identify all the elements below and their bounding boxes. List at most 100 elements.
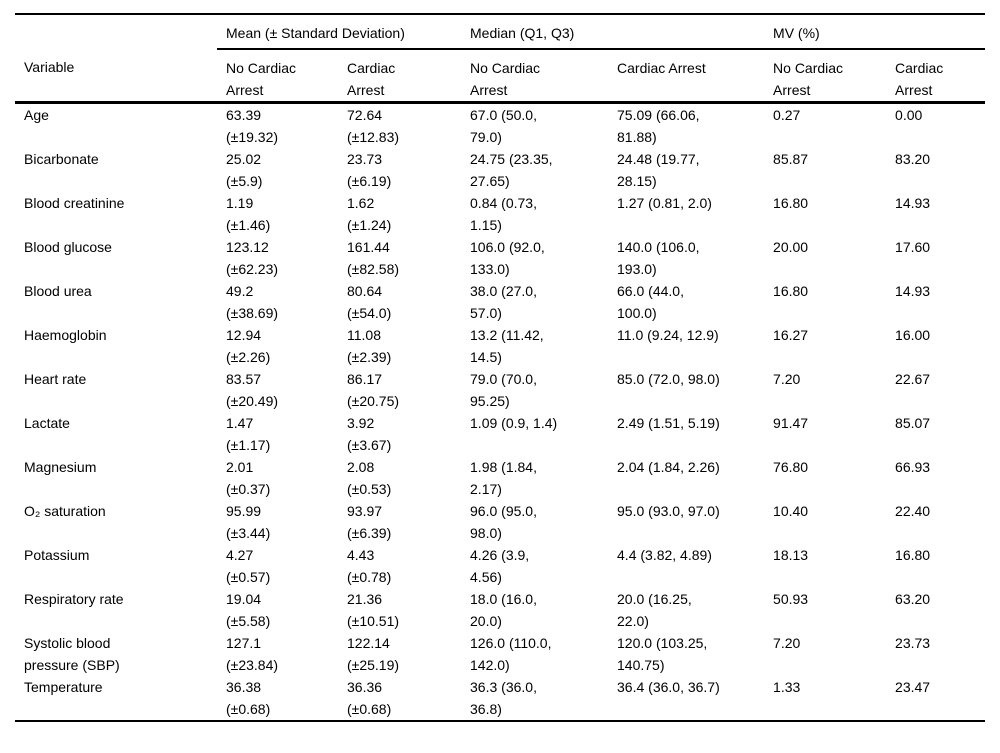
table-cell: 85.87	[773, 151, 809, 167]
clinical-variables-table: Mean (± Standard Deviation) Median (Q1, …	[15, 13, 986, 722]
table-cell: 10.40	[773, 503, 809, 519]
row-label: Blood glucose	[24, 239, 112, 255]
table-row-age: Age 63.39 (±19.32) 72.64 (±12.83) 67.0 (…	[15, 103, 985, 149]
table-cell: 106.0 (92.0, 133.0)	[470, 239, 545, 277]
table-cell: 16.80	[895, 547, 931, 563]
table-cell: 67.0 (50.0, 79.0)	[470, 107, 537, 145]
column-header-median-arrest: Cardiac Arrest	[608, 49, 765, 104]
column-header-mean-arrest: Cardiac Arrest	[338, 49, 462, 104]
table-cell: 140.0 (106.0, 193.0)	[617, 239, 700, 277]
table-cell: 38.0 (27.0, 57.0)	[470, 283, 537, 321]
table-cell: 1.27 (0.81, 2.0)	[617, 195, 712, 211]
table-cell: 17.60	[895, 239, 931, 255]
table-cell: 79.0 (70.0, 95.25)	[470, 371, 537, 409]
row-label: O₂ saturation	[24, 503, 106, 519]
table-cell: 19.04 (±5.58)	[226, 591, 271, 629]
table-cell: 22.67	[895, 371, 931, 387]
table-cell: 23.47	[895, 679, 931, 695]
table-cell: 86.17 (±20.75)	[347, 371, 400, 409]
group-header-mv: MV (%)	[764, 14, 986, 50]
column-header-mv-no-arrest: No Cardiac Arrest	[764, 49, 887, 104]
table-row-systolic-blood-pressure: Systolic blood pressure (SBP) 127.1 (±23…	[15, 632, 985, 676]
table-cell: 93.97 (±6.39)	[347, 503, 392, 541]
table-cell: 161.44 (±82.58)	[347, 239, 400, 277]
table-cell: 18.13	[773, 547, 809, 563]
table-cell: 4.27 (±0.57)	[226, 547, 271, 585]
row-label: Respiratory rate	[24, 591, 124, 607]
table-row-potassium: Potassium 4.27 (±0.57) 4.43 (±0.78) 4.26…	[15, 544, 985, 588]
table-cell: 23.73	[895, 635, 931, 651]
table-cell: 95.99 (±3.44)	[226, 503, 271, 541]
row-label: Age	[24, 107, 49, 123]
table-cell: 1.33	[773, 679, 801, 695]
table-cell: 1.62 (±1.24)	[347, 195, 392, 233]
table-cell: 7.20	[773, 371, 801, 387]
table-row-o2-saturation: O₂ saturation 95.99 (±3.44) 93.97 (±6.39…	[15, 500, 985, 544]
table-cell: 16.80	[773, 195, 809, 211]
table-cell: 16.27	[773, 327, 809, 343]
group-header-median: Median (Q1, Q3)	[461, 14, 765, 50]
table-cell: 85.0 (72.0, 98.0)	[617, 371, 720, 387]
column-header-median-no-arrest: No Cardiac Arrest	[461, 49, 609, 104]
table-cell: 36.3 (36.0, 36.8)	[470, 679, 537, 717]
table-cell: 72.64 (±12.83)	[347, 107, 400, 145]
table-cell: 123.12 (±62.23)	[226, 239, 279, 277]
table-row-blood-creatinine: Blood creatinine 1.19 (±1.46) 1.62 (±1.2…	[15, 192, 985, 236]
table-header: Mean (± Standard Deviation) Median (Q1, …	[15, 14, 986, 104]
table-cell: 3.92 (±3.67)	[347, 415, 392, 453]
row-label: Blood creatinine	[24, 195, 125, 211]
row-label: Haemoglobin	[24, 327, 107, 343]
table-cell: 1.09 (0.9, 1.4)	[470, 415, 558, 431]
table-cell: 22.40	[895, 503, 931, 519]
table-cell: 20.0 (16.25, 22.0)	[617, 591, 692, 629]
table-cell: 24.75 (23.35, 27.65)	[470, 151, 553, 189]
row-label: Temperature	[24, 679, 103, 695]
table-cell: 11.08 (±2.39)	[347, 327, 392, 365]
table-cell: 16.00	[895, 327, 931, 343]
table-row-heart-rate: Heart rate 83.57 (±20.49) 86.17 (±20.75)…	[15, 368, 985, 412]
table-cell: 36.36 (±0.68)	[347, 679, 392, 717]
table-cell: 4.4 (3.82, 4.89)	[617, 547, 712, 563]
table-cell: 4.26 (3.9, 4.56)	[470, 547, 530, 585]
row-label: Blood urea	[24, 283, 92, 299]
row-label: Potassium	[24, 547, 90, 563]
row-label: Heart rate	[24, 371, 87, 387]
table-cell: 91.47	[773, 415, 809, 431]
table-row-blood-urea: Blood urea 49.2 (±38.69) 80.64 (±54.0) 3…	[15, 280, 985, 324]
table-cell: 127.1 (±23.84)	[226, 635, 279, 673]
table-cell: 13.2 (11.42, 14.5)	[470, 327, 544, 365]
table-cell: 2.08 (±0.53)	[347, 459, 392, 497]
table-cell: 2.49 (1.51, 5.19)	[617, 415, 720, 431]
table-cell: 2.01 (±0.37)	[226, 459, 271, 497]
table-cell: 11.0 (9.24, 12.9)	[617, 327, 719, 343]
table-row-bicarbonate: Bicarbonate 25.02 (±5.9) 23.73 (±6.19) 2…	[15, 148, 985, 192]
sub-header-row: Variable No Cardiac Arrest Cardiac Arres…	[15, 49, 986, 104]
table-cell: 4.43 (±0.78)	[347, 547, 392, 585]
table-cell: 76.80	[773, 459, 809, 475]
table-body: Age 63.39 (±19.32) 72.64 (±12.83) 67.0 (…	[15, 103, 985, 722]
table-cell: 23.73 (±6.19)	[347, 151, 392, 189]
table-row-respiratory-rate: Respiratory rate 19.04 (±5.58) 21.36 (±1…	[15, 588, 985, 632]
table-cell: 83.57 (±20.49)	[226, 371, 279, 409]
table-cell: 20.00	[773, 239, 809, 255]
row-label: Bicarbonate	[24, 151, 99, 167]
group-header-mean: Mean (± Standard Deviation)	[217, 14, 462, 50]
table-row-haemoglobin: Haemoglobin 12.94 (±2.26) 11.08 (±2.39) …	[15, 324, 985, 368]
table-cell: 75.09 (66.06, 81.88)	[617, 107, 700, 145]
table-cell: 80.64 (±54.0)	[347, 283, 392, 321]
table-cell: 0.00	[895, 107, 923, 123]
table-cell: 1.47 (±1.17)	[226, 415, 271, 453]
table-cell: 0.84 (0.73, 1.15)	[470, 195, 537, 233]
table-cell: 24.48 (19.77, 28.15)	[617, 151, 700, 189]
table-cell: 96.0 (95.0, 98.0)	[470, 503, 537, 541]
table-cell: 120.0 (103.25, 140.75)	[617, 635, 708, 673]
table-row-temperature: Temperature 36.38 (±0.68) 36.36 (±0.68) …	[15, 676, 985, 721]
row-label: Lactate	[24, 415, 70, 431]
table-row-blood-glucose: Blood glucose 123.12 (±62.23) 161.44 (±8…	[15, 236, 985, 280]
row-label: Magnesium	[24, 459, 97, 475]
paper-page: Mean (± Standard Deviation) Median (Q1, …	[0, 13, 1000, 753]
table-cell: 18.0 (16.0, 20.0)	[470, 591, 537, 629]
table-cell: 50.93	[773, 591, 809, 607]
table-cell: 95.0 (93.0, 97.0)	[617, 503, 720, 519]
table-cell: 49.2 (±38.69)	[226, 283, 279, 321]
